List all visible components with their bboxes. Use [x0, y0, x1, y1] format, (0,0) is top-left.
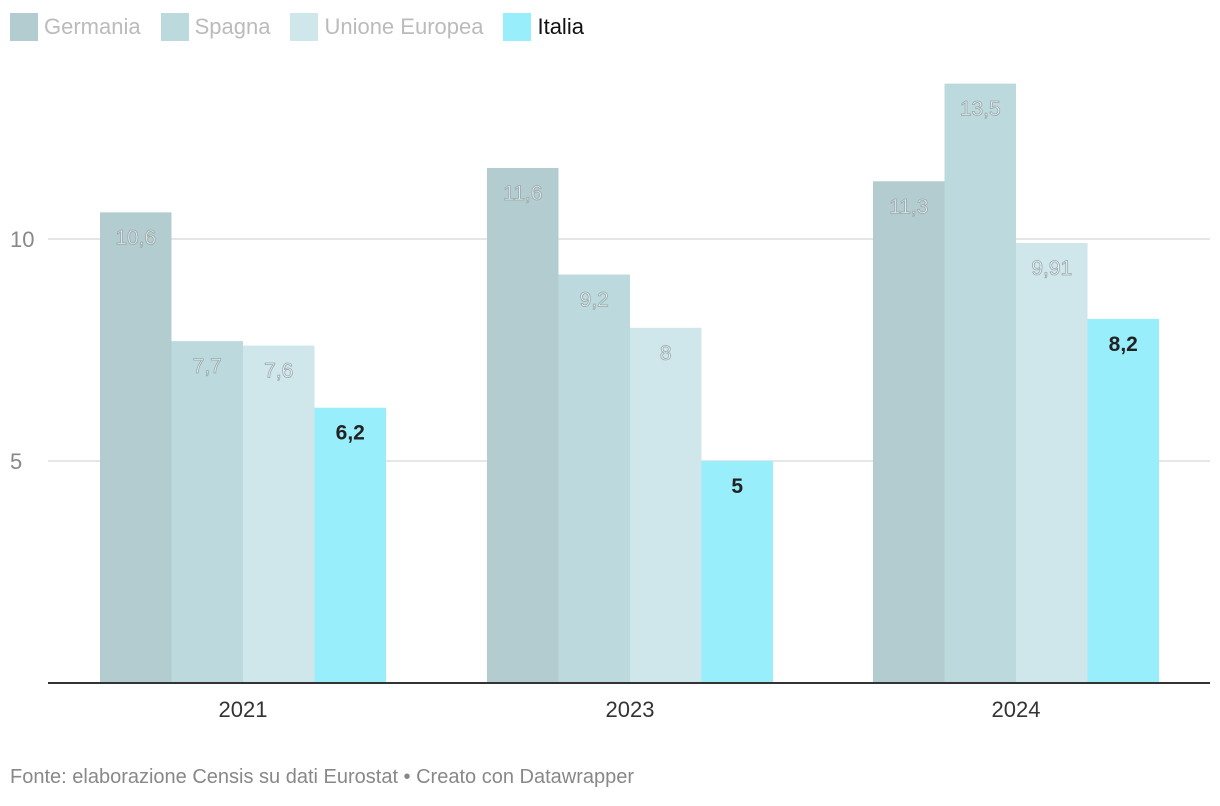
- bar-unione-europea-2023: [630, 327, 702, 683]
- value-label: 9,91: [1031, 257, 1072, 280]
- x-category-label: 2024: [992, 697, 1041, 722]
- bar-italia-2024: [1087, 318, 1159, 683]
- bar-chart: 5 10 10,6 7,7 7,6 6,2 2021 11,6 9,2 8 5 2023 11,3 13,…: [10, 83, 1210, 722]
- value-label: 11,3: [889, 195, 928, 218]
- value-label: 8: [660, 342, 672, 365]
- legend-label: Germania: [44, 14, 141, 39]
- legend-label: Spagna: [194, 14, 271, 39]
- source-footer: Fonte: elaborazione Censis su dati Euros…: [10, 766, 635, 788]
- bar-unione-europea-2021: [243, 345, 315, 683]
- value-label: 6,2: [336, 422, 365, 445]
- legend-swatch: [290, 13, 319, 41]
- value-label: 8,2: [1109, 333, 1138, 356]
- bar-italia-2023: [701, 461, 773, 683]
- legend: Germania Spagna Unione Europea Italia: [10, 10, 604, 44]
- value-label: 9,2: [580, 289, 609, 312]
- bar-spagna-2023: [558, 274, 630, 683]
- legend-swatch: [503, 13, 532, 41]
- legend-item-spagna[interactable]: Spagna: [160, 13, 271, 41]
- bar-unione-europea-2024: [1016, 242, 1088, 683]
- y-tick-label: 5: [10, 449, 22, 474]
- x-category-label: 2023: [606, 697, 655, 722]
- bar-germania-2024: [873, 181, 945, 683]
- value-label: 7,7: [193, 355, 222, 378]
- bar-germania-2021: [100, 212, 172, 684]
- value-label: 5: [731, 475, 743, 498]
- value-label: 11,6: [503, 182, 542, 205]
- bar-spagna-2021: [171, 341, 243, 683]
- bar-italia-2021: [314, 407, 386, 683]
- legend-item-unione-europea[interactable]: Unione Europea: [290, 13, 483, 41]
- value-label: 7,6: [264, 360, 293, 383]
- legend-label: Italia: [537, 14, 584, 39]
- legend-swatch: [160, 13, 189, 41]
- bar-spagna-2024: [944, 83, 1016, 684]
- value-label: 10,6: [115, 226, 156, 249]
- legend-label: Unione Europea: [324, 14, 484, 39]
- x-category-label: 2021: [219, 697, 268, 722]
- legend-item-germania[interactable]: Germania: [10, 13, 141, 41]
- value-label: 13,5: [960, 98, 1001, 121]
- legend-swatch: [10, 13, 38, 41]
- y-tick-label: 10: [10, 227, 34, 252]
- legend-item-italia[interactable]: Italia: [503, 13, 584, 41]
- bar-germania-2023: [487, 167, 559, 684]
